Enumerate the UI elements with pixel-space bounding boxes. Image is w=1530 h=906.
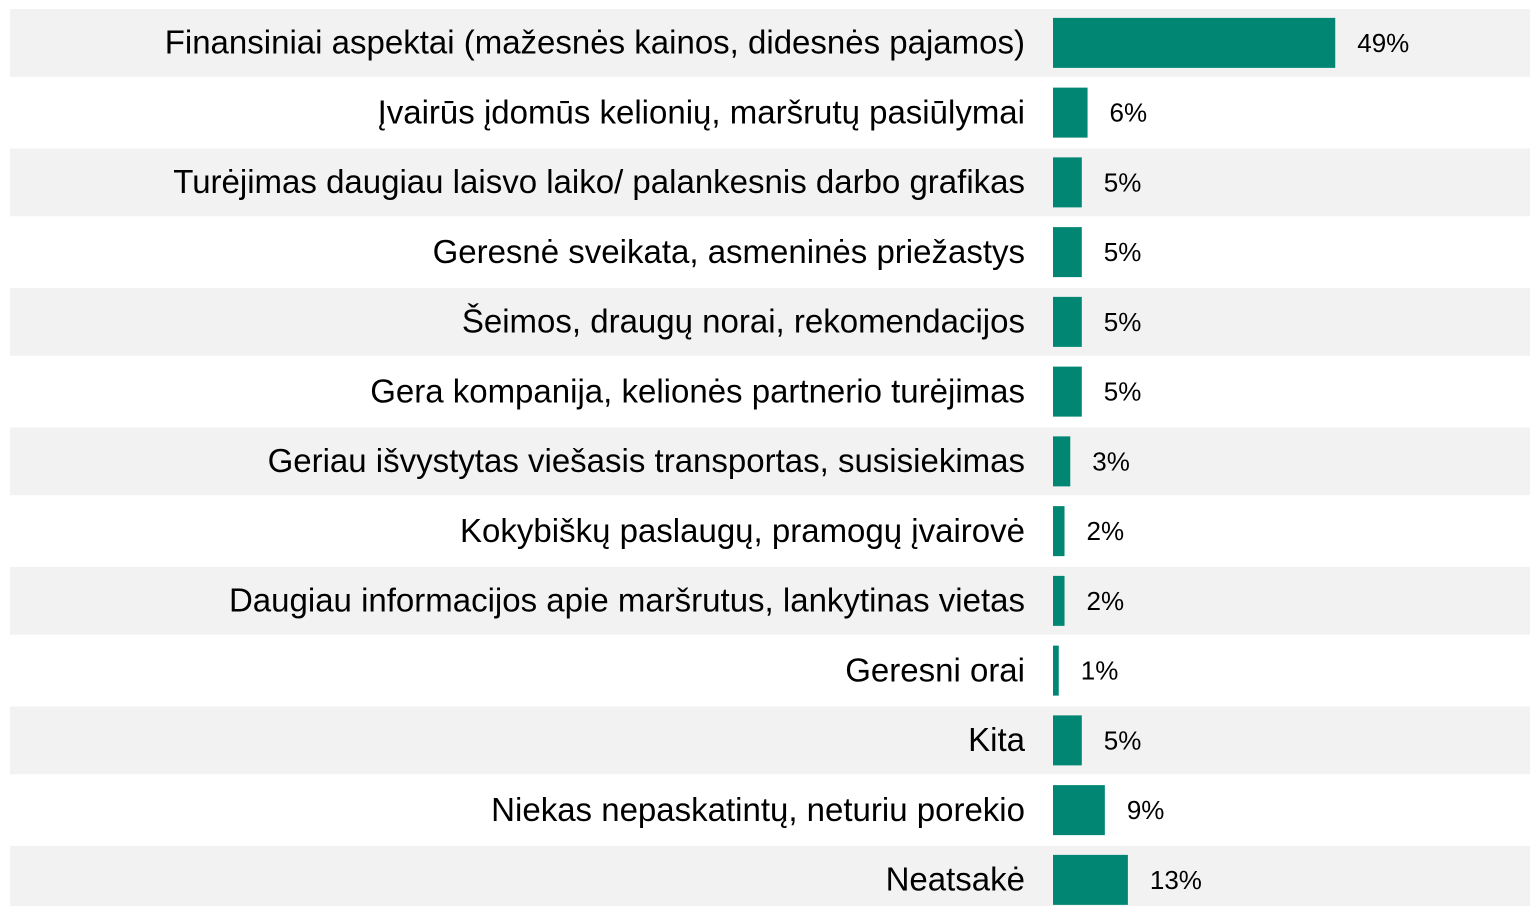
- category-label: Turėjimas daugiau laisvo laiko/ palankes…: [173, 163, 1025, 200]
- value-label: 49%: [1357, 28, 1409, 58]
- bar: [1053, 366, 1082, 417]
- category-label: Geriau išvystytas viešasis transportas, …: [268, 442, 1025, 479]
- category-label: Gera kompanija, kelionės partnerio turėj…: [370, 372, 1025, 409]
- bar: [1053, 715, 1082, 766]
- value-label: 5%: [1104, 167, 1142, 197]
- value-label: 5%: [1104, 237, 1142, 267]
- value-label: 5%: [1104, 377, 1142, 407]
- value-label: 5%: [1104, 307, 1142, 337]
- category-label: Įvairūs įdomūs kelionių, maršrutų pasiūl…: [378, 93, 1025, 130]
- value-label: 9%: [1127, 795, 1165, 825]
- category-label: Kita: [968, 721, 1026, 758]
- bar: [1053, 785, 1105, 836]
- row-background: [10, 288, 1530, 356]
- bar: [1053, 854, 1128, 905]
- category-label: Finansiniai aspektai (mažesnės kainos, d…: [165, 24, 1025, 61]
- row-background: [10, 148, 1530, 217]
- value-label: 2%: [1087, 586, 1125, 616]
- bar: [1053, 506, 1065, 557]
- bar: [1053, 87, 1088, 138]
- row-background: [10, 567, 1530, 635]
- category-label: Šeimos, draugų norai, rekomendacijos: [462, 303, 1025, 340]
- value-label: 1%: [1081, 656, 1119, 686]
- value-label: 2%: [1087, 516, 1125, 546]
- bar: [1053, 157, 1082, 208]
- bar: [1053, 436, 1071, 487]
- bar: [1053, 17, 1336, 68]
- value-label: 3%: [1092, 446, 1130, 476]
- value-label: 5%: [1104, 725, 1142, 755]
- category-label: Neatsakė: [886, 861, 1025, 898]
- category-label: Geresnė sveikata, asmeninės priežastys: [433, 233, 1025, 270]
- category-label: Daugiau informacijos apie maršrutus, lan…: [229, 582, 1025, 619]
- category-label: Kokybiškų paslaugų, pramogų įvairovė: [460, 512, 1025, 549]
- bar: [1053, 645, 1059, 696]
- bar: [1053, 575, 1065, 626]
- bar: [1053, 296, 1082, 347]
- category-label: Niekas nepaskatintų, neturiu porekio: [491, 791, 1025, 828]
- row-background: [10, 706, 1530, 775]
- value-label: 13%: [1150, 865, 1202, 895]
- bar: [1053, 227, 1082, 278]
- value-label: 6%: [1110, 98, 1148, 128]
- category-label: Geresni orai: [845, 651, 1025, 688]
- row-background: [10, 846, 1530, 906]
- row-background: [10, 427, 1530, 496]
